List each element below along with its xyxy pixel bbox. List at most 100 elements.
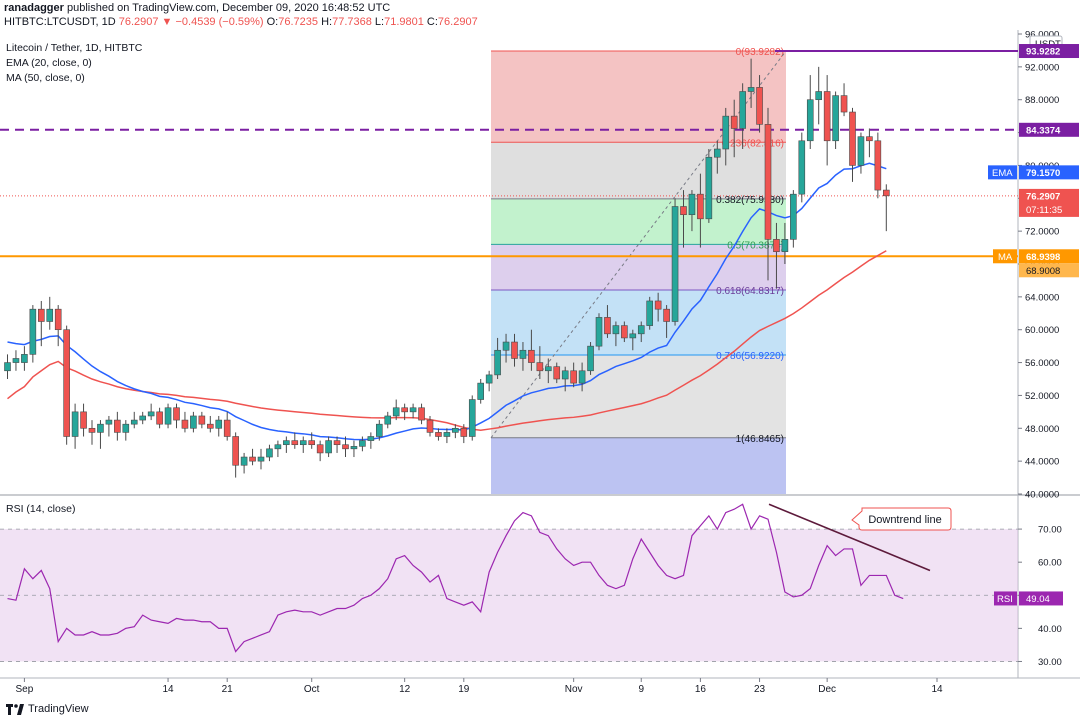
candle [46, 296, 54, 330]
candle-body [443, 432, 451, 437]
candle [4, 354, 11, 379]
candle-body [122, 423, 130, 433]
candle [207, 415, 214, 433]
candle [874, 132, 882, 199]
candle [223, 411, 231, 441]
last-price-tag-bg [1019, 188, 1079, 217]
candle [190, 411, 197, 433]
close-label: C: [426, 16, 438, 28]
candle-body [688, 193, 696, 216]
candle [494, 337, 501, 379]
rsi-tag: RSI [997, 594, 1013, 605]
legend-ma[interactable]: MA (50, close, 0) [6, 72, 85, 84]
price-tick-label: 92.0000 [1025, 62, 1059, 73]
dashed-price-tag: 84.3374 [1026, 125, 1061, 136]
candle-body [511, 341, 518, 359]
horizontal-lines[interactable] [0, 50, 1018, 258]
candle [63, 325, 70, 445]
candle [637, 321, 645, 343]
fib-level-label: 0.5(70.3874) [727, 240, 784, 251]
candle [705, 149, 713, 223]
candle-body [544, 366, 552, 372]
candle-body [215, 419, 223, 429]
candle [325, 436, 332, 458]
candle [426, 415, 434, 437]
candle [663, 305, 670, 338]
candle [333, 436, 341, 453]
candle [730, 99, 738, 158]
candle-body [299, 440, 307, 446]
candle [409, 403, 417, 419]
price-tick-label: 88.0000 [1025, 95, 1059, 106]
candle-body [198, 415, 206, 425]
price-tick-label: 72.0000 [1025, 227, 1059, 238]
publish-header: ranadagger published on TradingView.com,… [0, 0, 1080, 34]
candle-body [849, 111, 856, 166]
rsi-line [7, 503, 904, 653]
candle-body [671, 206, 679, 322]
candle-body [207, 423, 214, 429]
candle [257, 448, 265, 470]
candle [460, 424, 468, 444]
publish-text: published on TradingView.com, December 0… [66, 2, 391, 14]
candle [544, 358, 552, 384]
candle-body [257, 456, 265, 462]
rsi-value-tag: 49.04 [1026, 594, 1050, 605]
price-axis[interactable]: 96.000092.000088.000084.000080.000076.00… [988, 30, 1079, 668]
fibonacci-retracement[interactable]: 0(93.9282) 0.236(82.816) 0.382(75.9330) 0.5… [490, 47, 787, 494]
candle [528, 329, 535, 371]
support-alt-tag: 68.9008 [1026, 266, 1060, 277]
candle-body [367, 436, 375, 441]
callout-box [851, 507, 952, 531]
candle-body [29, 308, 37, 355]
candle-body [240, 456, 248, 466]
candle [232, 432, 239, 478]
candle [401, 403, 408, 421]
time-axis[interactable]: Sep 14 21 Oct 12 19 Nov 9 16 23 Dec 14 [16, 678, 943, 695]
candle [88, 420, 96, 445]
time-tick-label: 23 [754, 684, 766, 695]
author-name[interactable]: ranadagger [4, 2, 64, 14]
candle-body [629, 333, 637, 339]
time-tick-label: Nov [565, 684, 583, 695]
ema-price-tag: 79.1570 [1026, 168, 1060, 179]
candle [97, 420, 104, 449]
countdown-tag: 07:11:35 [1026, 205, 1062, 216]
candle [80, 403, 87, 437]
candle [857, 132, 865, 174]
candle-body [350, 446, 358, 450]
candle [291, 432, 299, 449]
candle [114, 411, 121, 441]
ma-tag: MA [998, 252, 1013, 263]
candle-body [4, 362, 11, 372]
down-arrow-icon: ▼ [161, 16, 173, 28]
rsi-legend[interactable]: RSI (14, close) [6, 503, 76, 515]
candle-body [147, 411, 155, 417]
candle-body [485, 374, 493, 384]
resistance-price-tag-bg [1019, 44, 1079, 59]
candle-body [139, 415, 146, 421]
publish-line: ranadagger published on TradingView.com,… [4, 2, 390, 14]
legend-title[interactable]: Litecoin / Tether, 1D, HITBTC [6, 42, 143, 54]
downtrend-line [768, 503, 931, 572]
candle [392, 399, 400, 421]
candle [122, 420, 130, 441]
candle [604, 305, 611, 338]
candle [646, 296, 654, 330]
ema-tag: EMA [992, 168, 1013, 179]
candle-body [502, 341, 510, 351]
candle [561, 366, 569, 392]
candle [485, 370, 493, 392]
candle-body [578, 370, 586, 384]
rsi-value-tag-bg [1019, 591, 1063, 606]
candle [181, 411, 189, 433]
legend-ema[interactable]: EMA (20, close, 0) [6, 57, 92, 69]
candle [308, 432, 316, 449]
candle [147, 403, 155, 421]
candle-body [435, 432, 442, 437]
time-tick-label: 14 [162, 684, 174, 695]
tradingview-footer[interactable]: TradingView [6, 703, 89, 715]
candle-body [181, 419, 189, 429]
candle-body [663, 308, 670, 322]
